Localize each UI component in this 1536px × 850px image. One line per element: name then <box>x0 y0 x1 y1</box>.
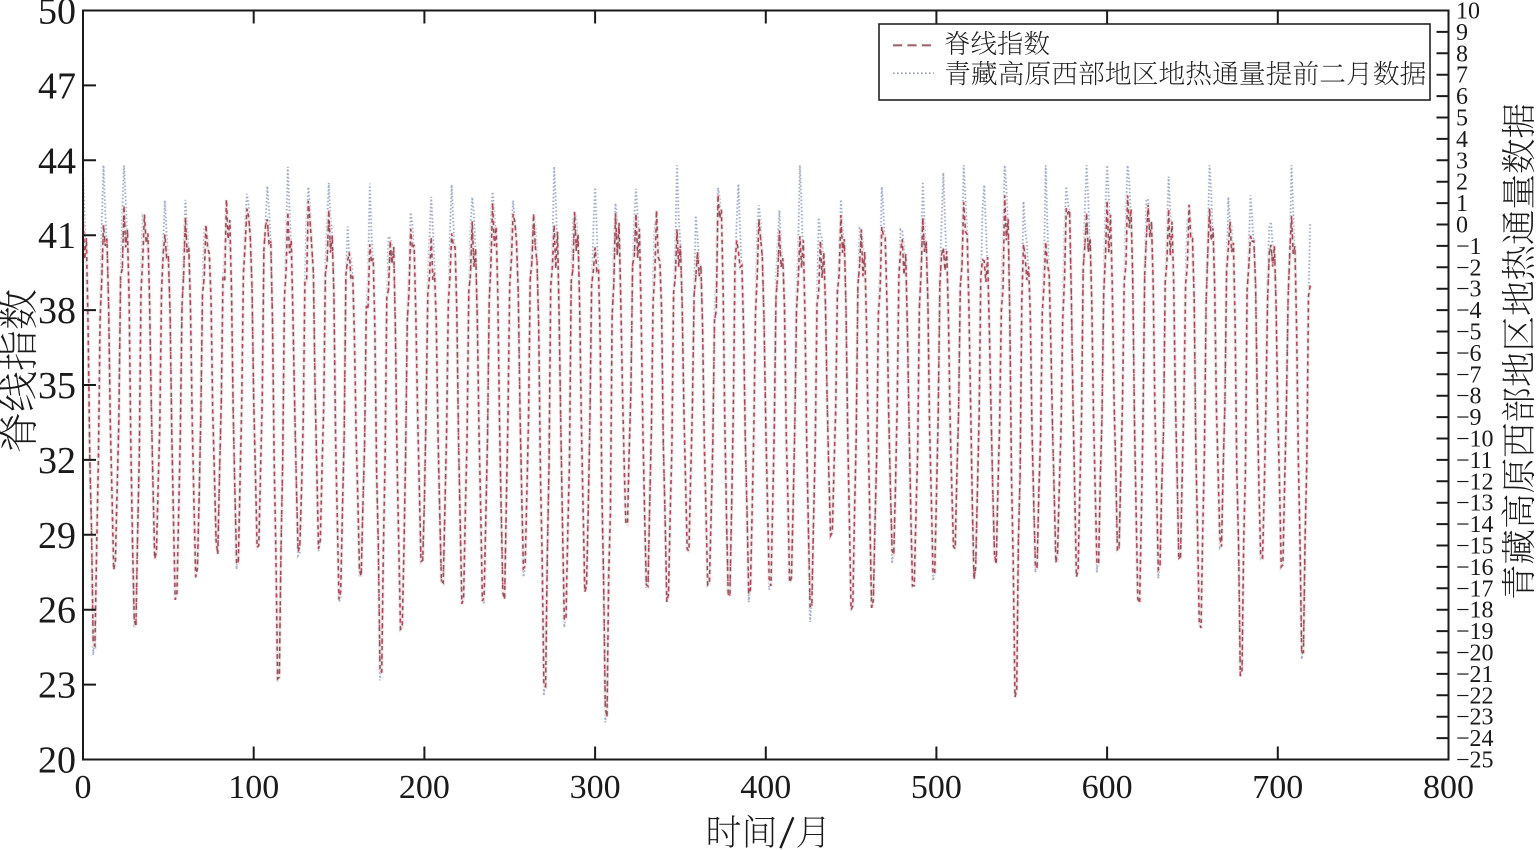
svg-text:−1: −1 <box>1456 234 1482 260</box>
svg-text:−17: −17 <box>1456 576 1494 602</box>
svg-text:3: 3 <box>1456 148 1468 174</box>
svg-text:−21: −21 <box>1456 662 1494 688</box>
svg-text:35: 35 <box>38 365 76 407</box>
svg-text:20: 20 <box>38 740 76 782</box>
svg-text:−24: −24 <box>1456 726 1494 752</box>
svg-text:−9: −9 <box>1456 405 1482 431</box>
svg-text:5: 5 <box>1456 106 1468 132</box>
svg-text:50: 50 <box>38 0 76 33</box>
svg-text:−18: −18 <box>1456 598 1494 624</box>
svg-text:2: 2 <box>1456 170 1468 196</box>
svg-text:700: 700 <box>1252 769 1303 806</box>
svg-text:−14: −14 <box>1456 512 1494 538</box>
svg-text:10: 10 <box>1456 0 1480 25</box>
svg-text:8: 8 <box>1456 41 1468 67</box>
svg-text:300: 300 <box>570 769 621 806</box>
svg-text:7: 7 <box>1456 63 1468 89</box>
svg-text:−7: −7 <box>1456 362 1482 388</box>
svg-text:−4: −4 <box>1456 298 1482 324</box>
svg-text:100: 100 <box>228 769 279 806</box>
svg-text:−12: −12 <box>1456 469 1494 495</box>
svg-text:26: 26 <box>38 590 76 632</box>
svg-text:−3: −3 <box>1456 277 1482 303</box>
svg-text:500: 500 <box>911 769 962 806</box>
svg-text:44: 44 <box>38 140 76 182</box>
svg-text:−22: −22 <box>1456 683 1494 709</box>
svg-text:0: 0 <box>75 769 92 806</box>
svg-text:−16: −16 <box>1456 555 1494 581</box>
svg-text:600: 600 <box>1082 769 1133 806</box>
svg-text:−10: −10 <box>1456 427 1494 453</box>
svg-text:−15: −15 <box>1456 534 1494 560</box>
svg-text:−25: −25 <box>1456 748 1494 774</box>
svg-text:−6: −6 <box>1456 341 1482 367</box>
svg-text:29: 29 <box>38 515 76 557</box>
svg-text:800: 800 <box>1423 769 1474 806</box>
svg-text:1: 1 <box>1456 191 1468 217</box>
svg-text:200: 200 <box>399 769 450 806</box>
svg-text:6: 6 <box>1456 84 1468 110</box>
svg-text:−2: −2 <box>1456 255 1482 281</box>
svg-text:−8: −8 <box>1456 384 1482 410</box>
svg-text:47: 47 <box>38 65 76 107</box>
svg-text:−19: −19 <box>1456 619 1494 645</box>
svg-text:−20: −20 <box>1456 641 1494 667</box>
svg-text:400: 400 <box>740 769 791 806</box>
svg-text:0: 0 <box>1456 213 1468 239</box>
svg-text:9: 9 <box>1456 20 1468 46</box>
svg-text:−5: −5 <box>1456 320 1482 346</box>
svg-text:32: 32 <box>38 440 76 482</box>
svg-text:−13: −13 <box>1456 491 1494 517</box>
svg-text:38: 38 <box>38 290 76 332</box>
svg-text:−11: −11 <box>1456 448 1493 474</box>
svg-text:−23: −23 <box>1456 705 1494 731</box>
svg-text:41: 41 <box>38 215 76 257</box>
svg-text:23: 23 <box>38 665 76 707</box>
svg-text:4: 4 <box>1456 127 1468 153</box>
